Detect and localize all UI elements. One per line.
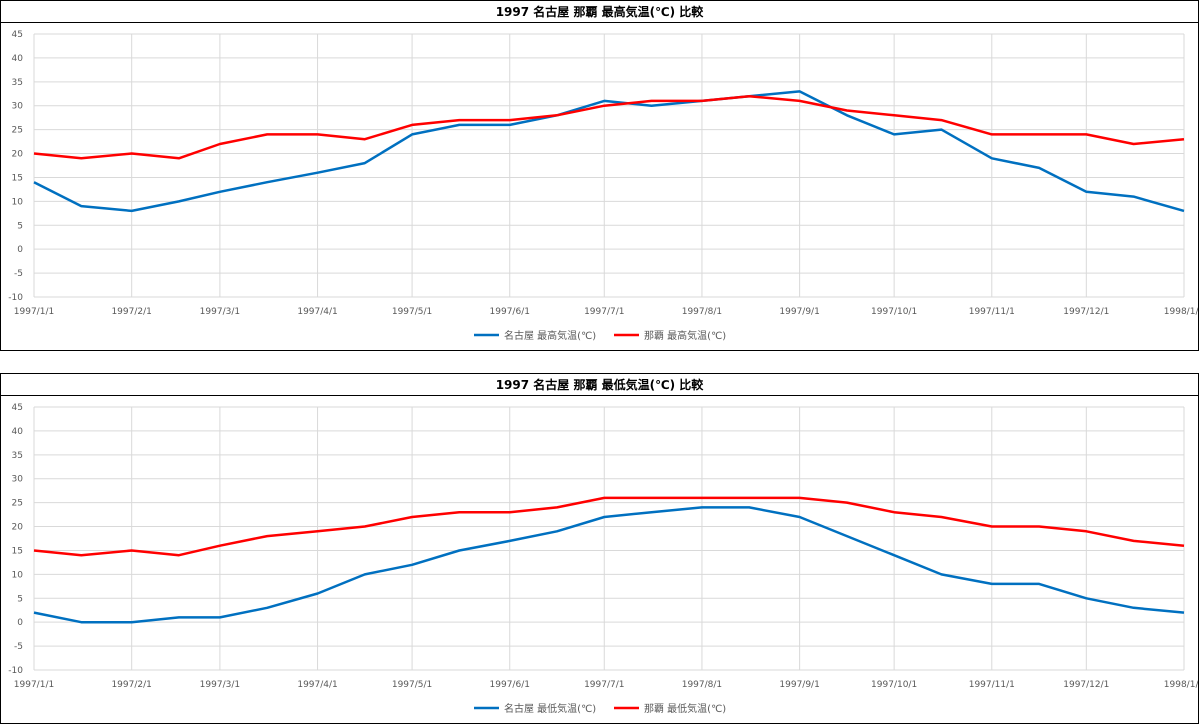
- x-tick-label: 1997/5/1: [392, 680, 432, 690]
- y-tick-label: 0: [17, 245, 23, 255]
- y-tick-label: 20: [12, 150, 24, 160]
- legend-label: 名古屋 最高気温(℃): [504, 329, 596, 342]
- y-tick-label: 0: [17, 618, 23, 628]
- y-tick-label: 5: [17, 221, 23, 231]
- x-tick-label: 1997/12/1: [1063, 680, 1109, 690]
- nagoya-series-line: [33, 506, 1185, 624]
- x-tick-label: 1997/11/1: [969, 680, 1015, 690]
- y-tick-label: -10: [8, 293, 23, 303]
- y-tick-label: 40: [12, 54, 24, 64]
- y-tick-label: 30: [12, 475, 24, 485]
- x-tick-label: 1997/7/1: [584, 307, 624, 317]
- nagoya-series-line: [33, 90, 1185, 213]
- min-temp-chart: -10 -5 0 5 10 15 20 25 30 35 40 45 1997/1/1 1997/2/1 1…: [8, 403, 1198, 715]
- min-temp-chart-panel: 1997 名古屋 那覇 最低気温(℃) 比較 -10 -5 0 5 10 15 20 25 30…: [0, 373, 1199, 724]
- y-tick-label: 30: [12, 102, 24, 112]
- x-tick-label: 1997/7/1: [584, 680, 624, 690]
- x-tick-label: 1997/12/1: [1063, 307, 1109, 317]
- x-tick-label: 1997/10/1: [871, 680, 917, 690]
- y-tick-label: 15: [12, 173, 23, 183]
- x-tick-label: 1997/2/1: [111, 680, 151, 690]
- x-tick-label: 1997/3/1: [200, 680, 240, 690]
- chart-title: 1997 名古屋 那覇 最低気温(℃) 比較: [1, 374, 1198, 396]
- x-tick-label: 1997/8/1: [682, 307, 722, 317]
- y-tick-label: 5: [17, 594, 23, 604]
- y-tick-label: 35: [12, 78, 23, 88]
- y-tick-label: -5: [14, 642, 23, 652]
- legend-label: 名古屋 最低気温(℃): [504, 702, 596, 715]
- y-tick-label: 10: [12, 570, 24, 580]
- chart-title: 1997 名古屋 那覇 最高気温(℃) 比較: [1, 1, 1198, 23]
- y-tick-label: 45: [12, 403, 23, 413]
- legend-label: 那覇 最低気温(℃): [644, 702, 726, 715]
- y-tick-label: 15: [12, 546, 23, 556]
- x-tick-label: 1997/6/1: [490, 307, 530, 317]
- y-tick-label: -10: [8, 666, 23, 676]
- x-tick-label: 1997/2/1: [111, 307, 151, 317]
- y-tick-label: 25: [12, 499, 23, 509]
- x-tick-label: 1997/9/1: [779, 680, 819, 690]
- y-tick-label: 20: [12, 523, 24, 533]
- legend-label: 那覇 最高気温(℃): [644, 329, 726, 342]
- x-tick-label: 1997/1/1: [14, 307, 54, 317]
- y-tick-label: 35: [12, 451, 23, 461]
- x-tick-label: 1997/3/1: [200, 307, 240, 317]
- x-tick-label: 1997/10/1: [871, 307, 917, 317]
- x-tick-label: 1997/8/1: [682, 680, 722, 690]
- max-temp-chart: -10 -5 0 5 10 15 20 25 30 35 40 45 1997/1/1 1997/2/1 1…: [8, 30, 1198, 342]
- y-tick-label: 25: [12, 126, 23, 136]
- x-tick-label: 1997/5/1: [392, 307, 432, 317]
- y-tick-label: 40: [12, 427, 24, 437]
- y-tick-label: 45: [12, 30, 23, 40]
- x-tick-label: 1997/1/1: [14, 680, 54, 690]
- x-tick-label: 1998/1/1: [1164, 307, 1198, 317]
- x-tick-label: 1997/4/1: [297, 680, 337, 690]
- x-tick-label: 1998/1/1: [1164, 680, 1198, 690]
- x-tick-label: 1997/6/1: [490, 680, 530, 690]
- y-tick-label: 10: [12, 197, 24, 207]
- naha-series-line: [33, 94, 1185, 160]
- x-tick-label: 1997/11/1: [969, 307, 1015, 317]
- max-temp-chart-panel: 1997 名古屋 那覇 最高気温(℃) 比較 -10 -5 0 5 10 15 20 25 30…: [0, 0, 1199, 351]
- naha-series-line: [33, 496, 1185, 557]
- x-tick-label: 1997/9/1: [779, 307, 819, 317]
- y-tick-label: -5: [14, 269, 23, 279]
- x-tick-label: 1997/4/1: [297, 307, 337, 317]
